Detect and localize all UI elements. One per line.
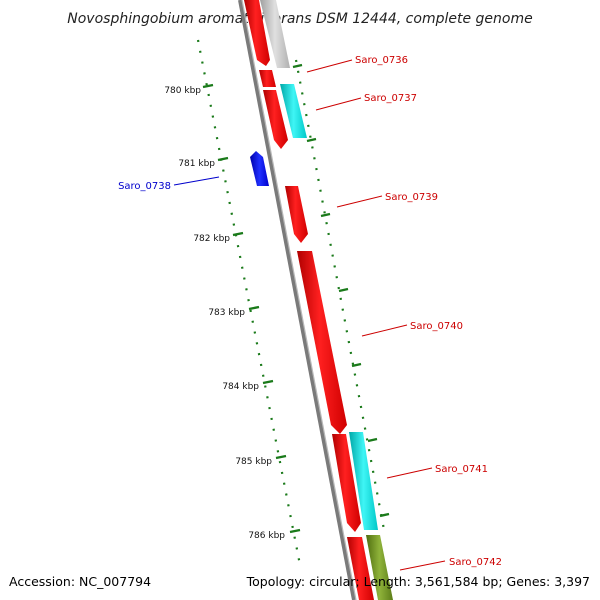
- accession-text: Accession: NC_007794: [9, 574, 151, 589]
- tick-mark: [293, 65, 302, 67]
- tick-label: 786 kbp: [248, 531, 285, 541]
- tick-label: 784 kbp: [222, 382, 259, 392]
- tick-label: 780 kbp: [164, 86, 201, 96]
- topology-text: Topology: circular; Length: 3,561,584 bp…: [246, 574, 590, 589]
- gene-label[interactable]: Saro_0740: [410, 321, 463, 332]
- gene-arrow-red[interactable]: [285, 186, 308, 243]
- tick-mark: [307, 139, 316, 141]
- gene-label[interactable]: Saro_0736: [355, 55, 408, 66]
- callout-line: [316, 98, 361, 110]
- genome-map: Novosphingobium aromaticivorans DSM 1244…: [0, 0, 600, 600]
- tick-label: 781 kbp: [178, 159, 215, 169]
- tick-mark: [368, 439, 377, 441]
- tick-label: 782 kbp: [193, 234, 230, 244]
- gene-label[interactable]: Saro_0742: [449, 557, 502, 568]
- callout-line: [387, 468, 432, 478]
- tick-mark: [263, 381, 273, 383]
- tick-mark: [339, 289, 348, 291]
- tick-mark: [290, 530, 300, 532]
- callout-line: [362, 325, 407, 336]
- gene-label[interactable]: Saro_0739: [385, 192, 438, 203]
- genome-backbone-highlight: [242, 0, 356, 600]
- tick-label: 783 kbp: [208, 308, 245, 318]
- callout-line: [400, 561, 445, 570]
- tick-mark: [276, 456, 286, 458]
- callout-line: [307, 60, 352, 72]
- callout-line: [174, 177, 219, 185]
- gene-arrow-red[interactable]: [259, 70, 276, 87]
- gene-label[interactable]: Saro_0738: [118, 181, 171, 192]
- tick-label: 785 kbp: [235, 457, 272, 467]
- tick-mark: [203, 85, 213, 87]
- tick-mark: [218, 158, 228, 160]
- gene-arrow-blue[interactable]: [250, 151, 269, 186]
- left-tick-track: [198, 40, 300, 565]
- tick-mark: [249, 307, 259, 309]
- gene-label[interactable]: Saro_0741: [435, 464, 488, 475]
- tick-mark: [233, 233, 243, 235]
- map-title: Novosphingobium aromaticivorans DSM 1244…: [67, 11, 532, 27]
- gene-label[interactable]: Saro_0737: [364, 93, 417, 104]
- genome-backbone: [240, 0, 354, 600]
- callout-line: [337, 196, 382, 207]
- tick-mark: [321, 214, 330, 216]
